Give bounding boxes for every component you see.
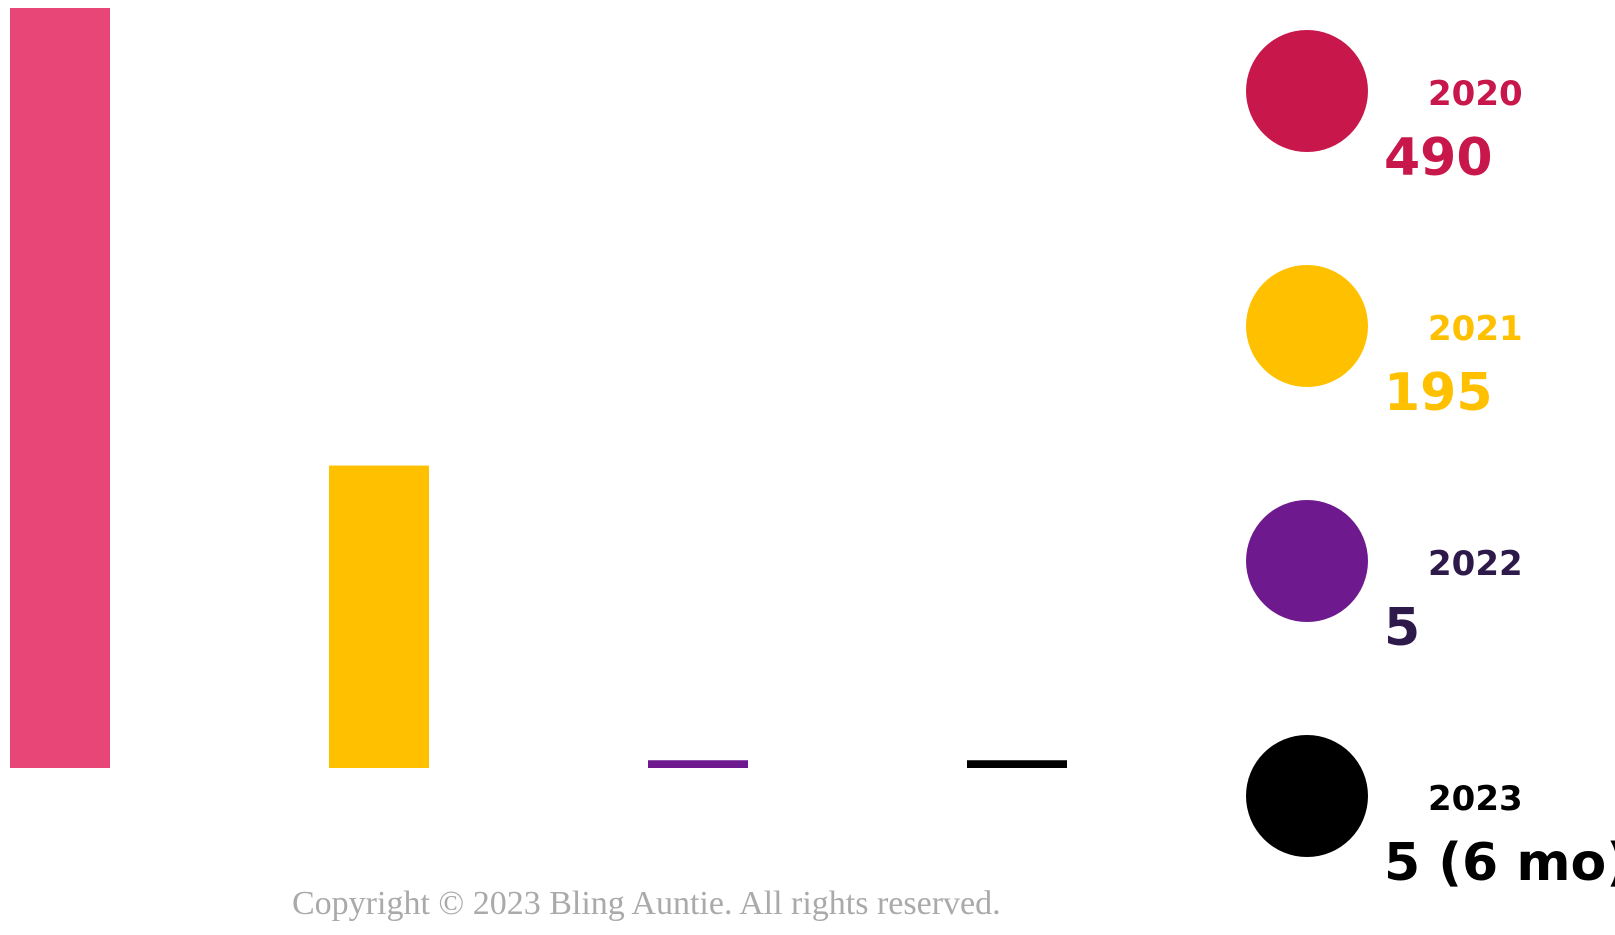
bar-2021 (329, 465, 429, 768)
legend-year-label: 2021 (1428, 309, 1523, 349)
legend-dot-2021 (1246, 265, 1368, 387)
legend-item-2022: 2022 5 (1240, 500, 1610, 700)
legend-year-label: 2023 (1428, 779, 1523, 819)
legend-item-2023: 2023 5 (6 mo) (1240, 735, 1615, 935)
bar-chart (10, 8, 1067, 768)
legend-value-label: 5 (1384, 598, 1421, 658)
legend-year-label: 2022 (1428, 544, 1523, 584)
legend-dot-2020 (1246, 30, 1368, 152)
legend-year-label: 2020 (1428, 74, 1523, 114)
bar-2022 (648, 760, 748, 768)
legend-item-2021: 2021 195 (1240, 265, 1610, 465)
legend-dot-2022 (1246, 500, 1368, 622)
legend-value-label: 490 (1384, 128, 1493, 188)
bar-2023 (967, 760, 1067, 768)
copyright-notice: Copyright © 2023 Bling Auntie. All right… (292, 885, 1001, 922)
legend-value-label: 195 (1384, 363, 1493, 423)
bar-2020 (10, 8, 110, 768)
legend-item-2020: 2020 490 (1240, 30, 1610, 230)
legend-dot-2023 (1246, 735, 1368, 857)
legend-value-label: 5 (6 mo) (1384, 833, 1615, 893)
